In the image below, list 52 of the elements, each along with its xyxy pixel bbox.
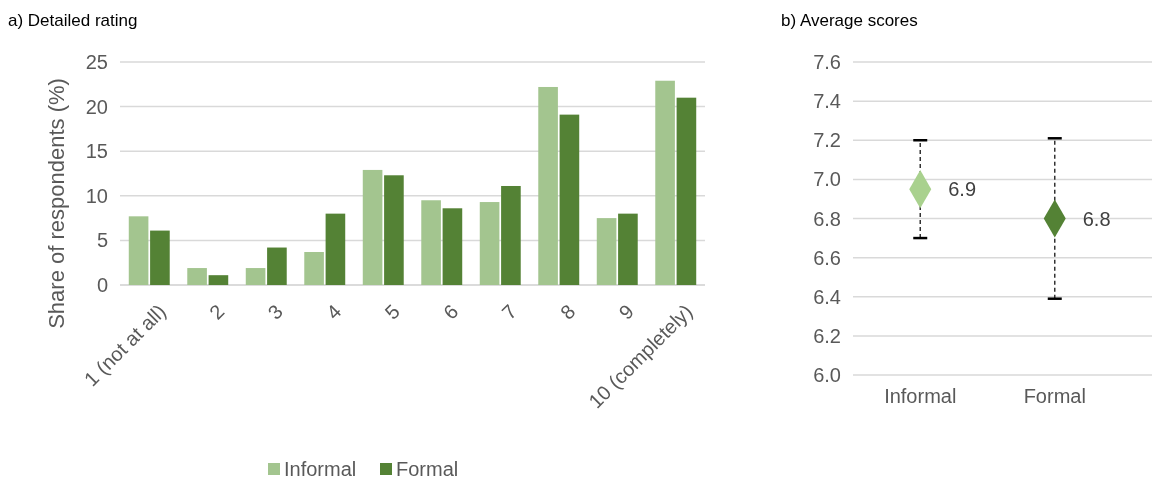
x-tick-label: 4 — [322, 300, 346, 324]
x-tick-label: 1 (not at all) — [79, 300, 170, 391]
data-label: 6.9 — [948, 178, 977, 201]
y-tick-label: 25 — [85, 51, 108, 73]
bar — [442, 208, 463, 285]
bar — [501, 185, 521, 285]
x-tick-label: 7 — [497, 300, 521, 324]
bar — [208, 275, 229, 285]
bar — [267, 247, 287, 285]
bar — [128, 216, 149, 285]
chart-title: a) Detailed rating — [8, 11, 138, 30]
legend-label: Informal — [284, 458, 357, 480]
bar — [187, 268, 207, 285]
x-tick-label: Informal — [884, 385, 957, 407]
bar — [362, 169, 383, 285]
y-tick-label: 7.4 — [813, 90, 841, 113]
y-tick-label: 7.0 — [813, 168, 841, 191]
bar — [618, 213, 638, 285]
x-tick-label: 3 — [263, 300, 287, 324]
x-tick-label: 8 — [556, 300, 580, 324]
bar — [559, 114, 580, 285]
bar — [304, 252, 324, 285]
bar — [538, 86, 558, 285]
y-tick-label: 6.2 — [813, 324, 841, 347]
bar — [479, 202, 500, 285]
y-tick-label: 6.6 — [813, 246, 841, 269]
y-tick-label: 10 — [85, 184, 108, 207]
bar — [325, 213, 346, 285]
chart-title: b) Average scores — [781, 11, 918, 30]
bar — [655, 80, 675, 285]
bar — [384, 175, 404, 285]
bar — [245, 268, 266, 285]
y-tick-label: 7.2 — [813, 129, 841, 152]
y-tick-label: 20 — [85, 95, 108, 118]
x-tick-label: 6 — [439, 300, 463, 324]
y-tick-label: 6.4 — [813, 285, 841, 308]
y-tick-label: 6.0 — [813, 364, 841, 386]
y-tick-label: 5 — [96, 229, 108, 252]
y-tick-label: 0 — [96, 274, 108, 296]
x-tick-label: Formal — [1023, 385, 1086, 407]
y-tick-label: 7.6 — [813, 51, 841, 73]
legend-label: Formal — [396, 458, 459, 480]
y-axis-title: Share of respondents (%) — [44, 78, 69, 329]
y-tick-label: 15 — [85, 140, 108, 163]
x-tick-label: 2 — [205, 300, 229, 324]
bar — [596, 218, 617, 285]
bar — [150, 230, 170, 285]
bar — [421, 200, 441, 285]
x-tick-label: 5 — [380, 300, 404, 324]
data-label: 6.8 — [1082, 207, 1111, 230]
y-tick-label: 6.8 — [813, 207, 841, 230]
bar — [676, 97, 697, 285]
